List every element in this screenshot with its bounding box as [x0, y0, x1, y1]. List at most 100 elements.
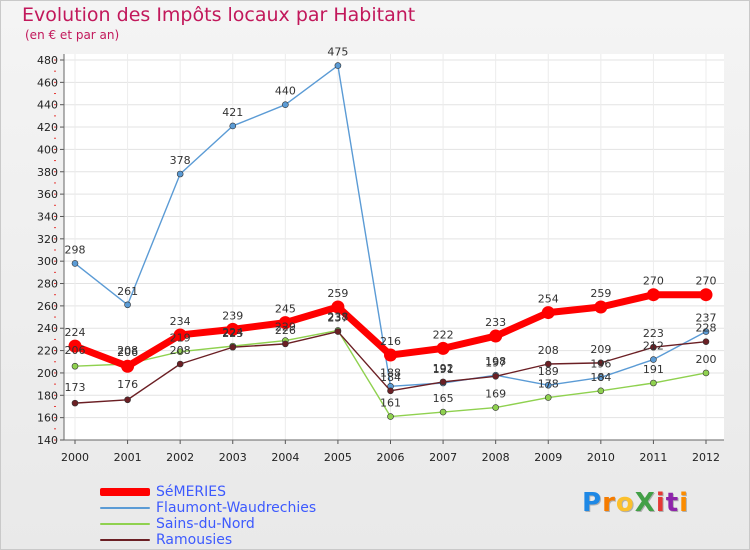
data-point [124, 396, 131, 404]
data-point [71, 399, 79, 407]
data-point [384, 348, 397, 362]
data-point [492, 404, 499, 411]
x-tick-label: 2005 [324, 451, 352, 464]
data-label: 440 [275, 85, 296, 98]
data-point [282, 101, 289, 109]
data-point [387, 387, 394, 395]
logo-letter: X [634, 488, 656, 518]
data-label: 224 [65, 326, 86, 339]
legend-item: SéMERIES [100, 484, 316, 500]
data-point [646, 288, 660, 302]
data-point [334, 328, 342, 335]
data-point [229, 122, 237, 130]
y-tick-label: 140 [37, 434, 58, 447]
legend: SéMERIES Flaumont-Waudrechies Sains-du-Nor… [100, 484, 316, 548]
y-tick-label: 240 [37, 322, 58, 335]
legend-label: Sains-du-Nord [156, 516, 255, 532]
data-label: 206 [65, 344, 86, 357]
data-point [594, 300, 608, 314]
data-label: 197 [485, 356, 506, 369]
data-label: 234 [170, 315, 191, 328]
data-label: 173 [65, 381, 86, 394]
chart-subtitle: (en € et par an) [25, 28, 120, 42]
data-point [702, 328, 710, 335]
y-tick-label: 460 [37, 76, 58, 89]
y-tick-label: 160 [37, 412, 58, 425]
proxiti-logo: ProXiti [582, 488, 689, 518]
logo-letter: i [679, 488, 690, 518]
legend-swatch [100, 488, 150, 496]
data-point [699, 288, 713, 302]
data-point [334, 62, 342, 69]
logo-letter: i [655, 488, 666, 518]
data-label: 237 [696, 312, 717, 325]
logo-letter: o [615, 488, 635, 518]
data-point [702, 338, 710, 345]
data-point [597, 359, 605, 367]
data-point [489, 329, 503, 343]
data-point [544, 394, 552, 401]
x-tick-label: 2010 [587, 451, 615, 464]
x-tick-label: 2002 [166, 451, 194, 464]
data-label: 206 [117, 346, 138, 359]
data-point [541, 306, 555, 320]
data-label: 228 [696, 322, 717, 335]
data-point [439, 408, 447, 416]
data-point [124, 301, 131, 309]
y-tick-label: 320 [37, 233, 58, 246]
data-label: 200 [696, 353, 717, 366]
x-tick-label: 2006 [377, 451, 405, 464]
y-tick-label: 220 [37, 345, 58, 358]
data-label: 259 [327, 287, 348, 300]
data-point [226, 322, 240, 336]
data-label: 191 [643, 363, 664, 376]
chart-title: Evolution des Impôts locaux par Habitant [22, 4, 416, 26]
data-label: 169 [485, 388, 506, 401]
data-point [544, 360, 552, 368]
y-tick-label: 200 [37, 367, 58, 380]
data-label: 208 [170, 344, 191, 357]
data-label: 184 [380, 371, 401, 384]
data-point [68, 339, 82, 353]
x-tick-label: 2003 [219, 451, 247, 464]
data-label: 229 [275, 321, 296, 334]
data-label: 475 [327, 46, 348, 59]
data-point [702, 369, 710, 377]
y-tick-label: 300 [37, 255, 58, 268]
y-tick-label: 340 [37, 210, 58, 223]
data-point [544, 381, 552, 389]
data-point [229, 343, 237, 351]
data-label: 421 [222, 106, 243, 119]
data-label: 233 [485, 316, 506, 329]
y-tick-label: 400 [37, 143, 58, 156]
data-point [331, 300, 345, 314]
plot-area [64, 54, 724, 440]
data-label: 270 [643, 275, 664, 288]
x-tick-label: 2004 [271, 451, 299, 464]
y-tick-label: 440 [37, 99, 58, 112]
data-point [650, 343, 657, 351]
data-label: 222 [433, 328, 454, 341]
x-tick-label: 2008 [482, 451, 510, 464]
data-label: 261 [117, 285, 138, 298]
data-label: 189 [538, 365, 559, 378]
y-tick-label: 480 [37, 54, 58, 67]
data-point [176, 360, 184, 368]
data-label: 188 [380, 366, 401, 379]
data-label: 192 [433, 362, 454, 375]
x-tick-label: 2009 [534, 451, 562, 464]
legend-item: Sains-du-Nord [100, 516, 316, 532]
data-point [436, 341, 450, 355]
data-label: 208 [117, 344, 138, 357]
data-label: 161 [380, 397, 401, 410]
data-label: 191 [433, 363, 454, 376]
data-point [71, 362, 79, 370]
data-label: 259 [590, 287, 611, 300]
data-point [121, 359, 135, 373]
y-tick-label: 420 [37, 121, 58, 134]
x-tick-label: 2000 [61, 451, 89, 464]
data-label: 219 [170, 332, 191, 345]
logo-letter: P [582, 488, 603, 518]
data-label: 184 [590, 371, 611, 384]
